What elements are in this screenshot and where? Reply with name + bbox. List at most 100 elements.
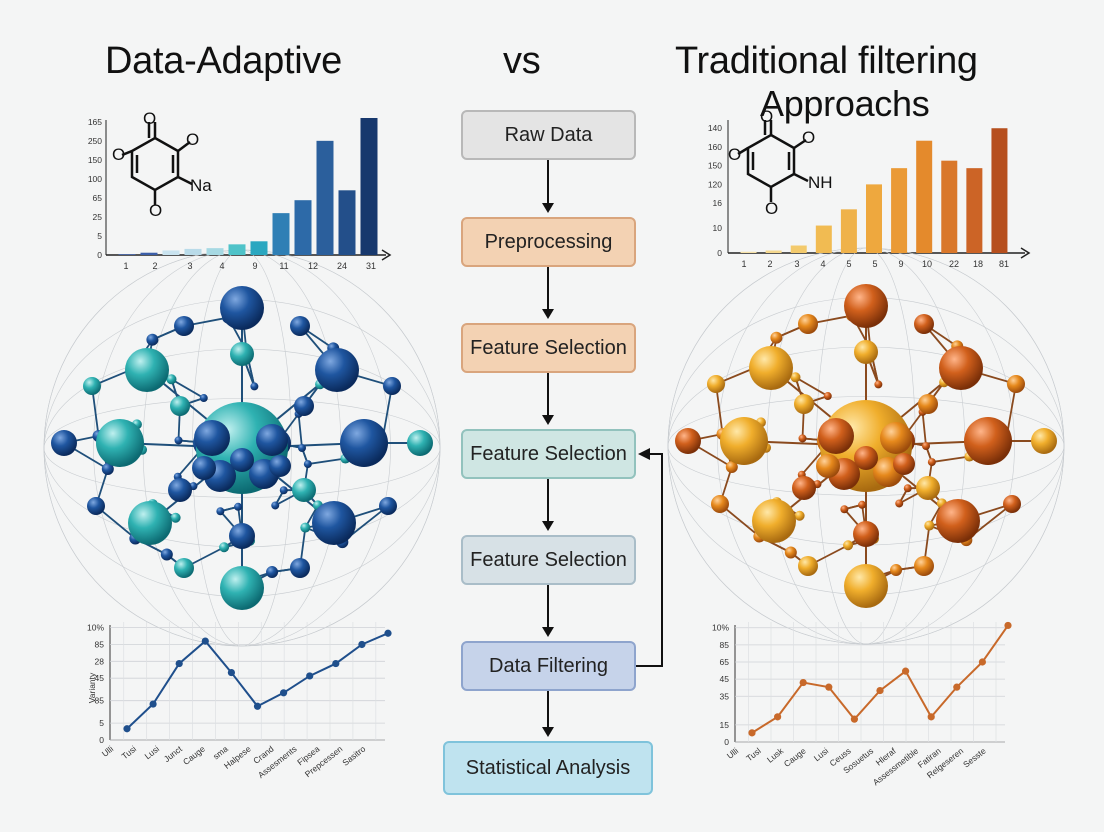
- flow-step-1: Raw Data: [461, 110, 636, 160]
- atom-label: O: [112, 145, 125, 164]
- bars-top-right: 140 160 150 120 16 10 0 1 2 3 4 5 5 9 10 22 18 81: [708, 123, 1009, 269]
- atom: [854, 340, 878, 364]
- bond: [795, 376, 829, 397]
- atom: [146, 333, 159, 346]
- atom: [303, 460, 312, 469]
- atom: [823, 392, 832, 401]
- x-tick-label: 12: [308, 261, 318, 271]
- bar: [840, 209, 857, 253]
- y-tick-label: 250: [88, 136, 102, 146]
- x-tick-label: 1: [123, 261, 128, 271]
- x-tick-label: 5: [846, 259, 851, 269]
- atom: [290, 316, 310, 336]
- atom: [790, 372, 801, 383]
- y-tick-label: 65: [93, 193, 103, 203]
- atom: [216, 507, 225, 516]
- atom: [936, 499, 980, 543]
- data-point: [201, 637, 209, 645]
- atom: [964, 417, 1012, 465]
- atom-label: O: [143, 109, 156, 128]
- cluster-atom: [269, 455, 291, 477]
- y-tick-label: 0: [99, 735, 104, 745]
- y-tick-label: 10%: [712, 623, 729, 633]
- atom: [844, 564, 888, 608]
- atom: [844, 284, 888, 328]
- atom: [298, 444, 306, 452]
- bond: [931, 455, 970, 463]
- bond: [307, 457, 346, 465]
- atom-label: O: [765, 199, 778, 218]
- x-tick-label: Ulli: [725, 746, 741, 761]
- bar: [966, 168, 983, 253]
- atom: [101, 463, 114, 476]
- atom-label: Na: [190, 176, 212, 195]
- flow-arrowhead: [542, 727, 554, 737]
- y-tick-label: 5: [99, 718, 104, 728]
- atom: [279, 486, 288, 495]
- atom: [798, 434, 807, 443]
- atom: [290, 558, 310, 578]
- atom: [903, 484, 912, 493]
- atom: [707, 375, 725, 393]
- bar: [941, 160, 958, 253]
- atom: [784, 546, 797, 559]
- flow-step-7: Statistical Analysis: [443, 741, 653, 795]
- x-tick-label: 4: [219, 261, 224, 271]
- x-tick-label: 9: [898, 259, 903, 269]
- bar: [891, 168, 908, 253]
- y-tick-label: 35: [720, 691, 730, 701]
- atom: [340, 419, 388, 467]
- x-tick-label: Sasitro: [340, 744, 367, 768]
- atom: [219, 542, 230, 553]
- atom: [174, 436, 183, 445]
- x-tick-label: 2: [152, 261, 157, 271]
- atom: [853, 521, 879, 547]
- atom: [770, 331, 783, 344]
- x-axis-arrow: [1020, 247, 1031, 259]
- title-traditional: Traditional filtering: [675, 40, 978, 82]
- atom: [918, 394, 938, 414]
- x-tick-label: 2: [767, 259, 772, 269]
- atom: [939, 346, 983, 390]
- atom: [916, 476, 940, 500]
- atom: [895, 499, 904, 508]
- x-tick-label: 10: [922, 259, 932, 269]
- data-point: [175, 659, 183, 668]
- chemical-structure-right: [737, 120, 809, 202]
- data-point: [306, 672, 314, 680]
- atom-label: O: [186, 130, 199, 149]
- y-tick-label: 10%: [87, 623, 104, 633]
- atom: [914, 314, 934, 334]
- data-point: [953, 683, 961, 691]
- chemical-structure-left: [121, 122, 193, 205]
- bar: [228, 244, 246, 255]
- bar: [360, 118, 378, 255]
- x-tick-label: 22: [949, 259, 959, 269]
- atom: [292, 478, 316, 502]
- atom: [96, 419, 144, 467]
- x-tick-label: 31: [366, 261, 376, 271]
- y-tick-label: 0: [724, 737, 729, 747]
- data-point: [876, 686, 884, 695]
- atom: [315, 348, 359, 392]
- atom: [312, 501, 356, 545]
- y-tick-label: 28: [95, 656, 105, 666]
- atom: [174, 316, 194, 336]
- y-tick-label: 165: [88, 117, 102, 127]
- x-tick-label: Tusl: [744, 746, 763, 764]
- y-tick-label: 16: [713, 198, 723, 208]
- x-tick-label: Ulli: [100, 744, 116, 759]
- title-vs: vs: [503, 40, 541, 82]
- bond: [921, 411, 927, 447]
- atom: [168, 478, 192, 502]
- cluster-atom: [880, 422, 912, 454]
- bar: [338, 190, 356, 255]
- atom: [1031, 428, 1057, 454]
- x-tick-label: Cauge: [181, 744, 207, 767]
- data-point: [1004, 621, 1012, 630]
- x-tick-label: Tusi: [120, 744, 139, 762]
- bar: [250, 241, 268, 255]
- flow-step-2: Preprocessing: [461, 217, 636, 267]
- bond: [297, 413, 303, 449]
